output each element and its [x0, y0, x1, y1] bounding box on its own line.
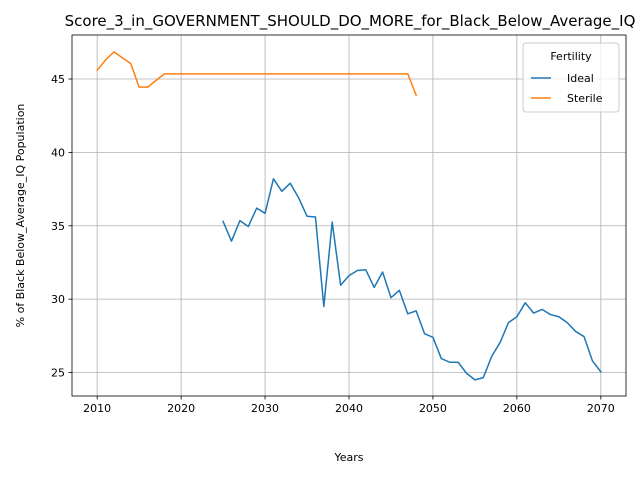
series-group: [96, 51, 602, 381]
x-axis-label: Years: [333, 451, 363, 464]
legend-entries: Ideal Sterile: [531, 72, 603, 105]
y-tick-label: 30: [51, 293, 65, 306]
legend-label-ideal: Ideal: [567, 72, 594, 85]
x-tick-label: 2020: [167, 402, 195, 415]
y-tick-label: 45: [51, 73, 65, 86]
legend: Fertility Ideal Sterile: [522, 42, 620, 113]
x-tick-label: 2070: [587, 402, 615, 415]
grid-lines: [72, 35, 626, 396]
legend-label-sterile: Sterile: [567, 92, 603, 105]
y-tick-label: 25: [51, 367, 65, 380]
y-tick-label: 40: [51, 146, 65, 159]
x-tick-label: 2010: [83, 402, 111, 415]
y-axis-label: % of Black Below_Average_IQ Population: [14, 104, 27, 328]
chart-title: Score_3_in_GOVERNMENT_SHOULD_DO_MORE_for…: [65, 12, 636, 31]
x-tick-label: 2040: [335, 402, 363, 415]
x-tick-label: 2030: [251, 402, 279, 415]
legend-title: Fertility: [550, 50, 592, 63]
legend-box: [522, 42, 620, 113]
axis-ticks: 2010 2020 2030 2040 2050 2060 2070 25 30 35 40 45: [51, 73, 615, 415]
x-tick-label: 2060: [503, 402, 531, 415]
series-line-ideal: [222, 178, 602, 381]
x-tick-label: 2050: [419, 402, 447, 415]
series-line-sterile: [96, 51, 418, 97]
y-tick-label: 35: [51, 220, 65, 233]
